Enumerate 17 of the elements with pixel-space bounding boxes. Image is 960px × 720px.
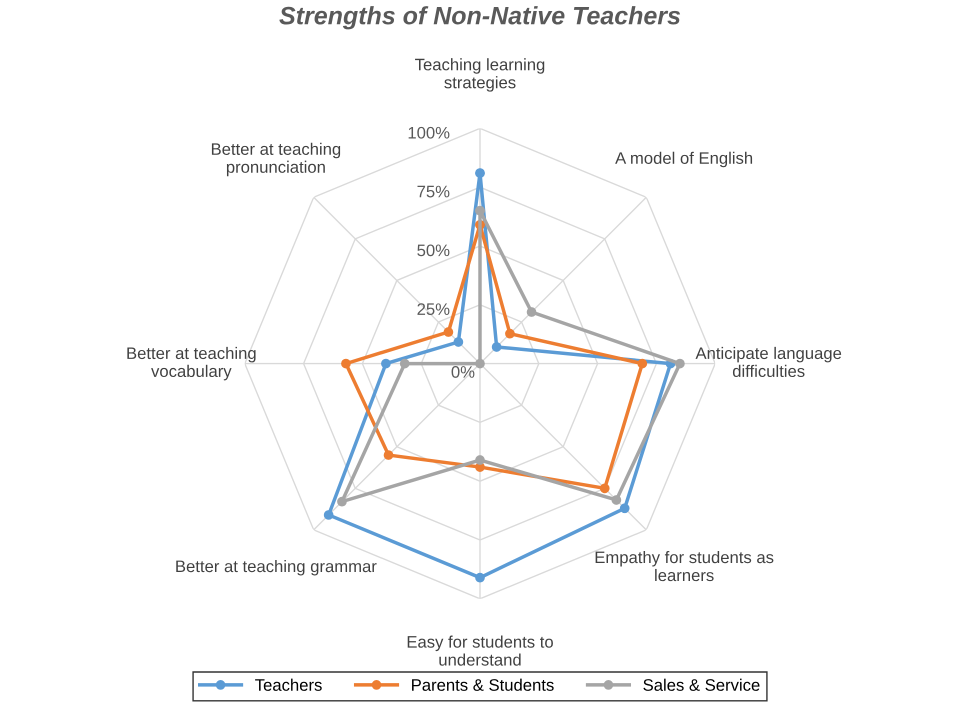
y-tick-label: 25% xyxy=(417,303,450,316)
legend-label: Sales & Service xyxy=(643,678,760,691)
y-tick-label: 100% xyxy=(408,126,450,139)
legend-label: Parents & Students xyxy=(412,678,554,691)
y-tick-label: 0% xyxy=(452,366,474,378)
spoke-label: Easy for students to understand xyxy=(408,636,553,666)
spoke-label: Empathy for students as learners xyxy=(596,550,774,582)
spoke-label: A model of English xyxy=(615,152,752,168)
spoke-label: Anticipate language difficulties xyxy=(696,346,842,378)
chart-title: Strengths of Non-Native Teachers xyxy=(279,6,680,30)
y-tick-label: 50% xyxy=(417,244,450,256)
spoke-label: Better at teaching grammar xyxy=(176,560,377,576)
spoke-label: Better at teaching pronunciation xyxy=(212,142,340,176)
spoke-label: Better at teaching vocabulary xyxy=(127,346,256,380)
spoke-label: Teaching learning strategies xyxy=(415,58,544,92)
y-tick-label: 75% xyxy=(417,186,450,198)
legend-label: Teachers xyxy=(255,678,322,691)
